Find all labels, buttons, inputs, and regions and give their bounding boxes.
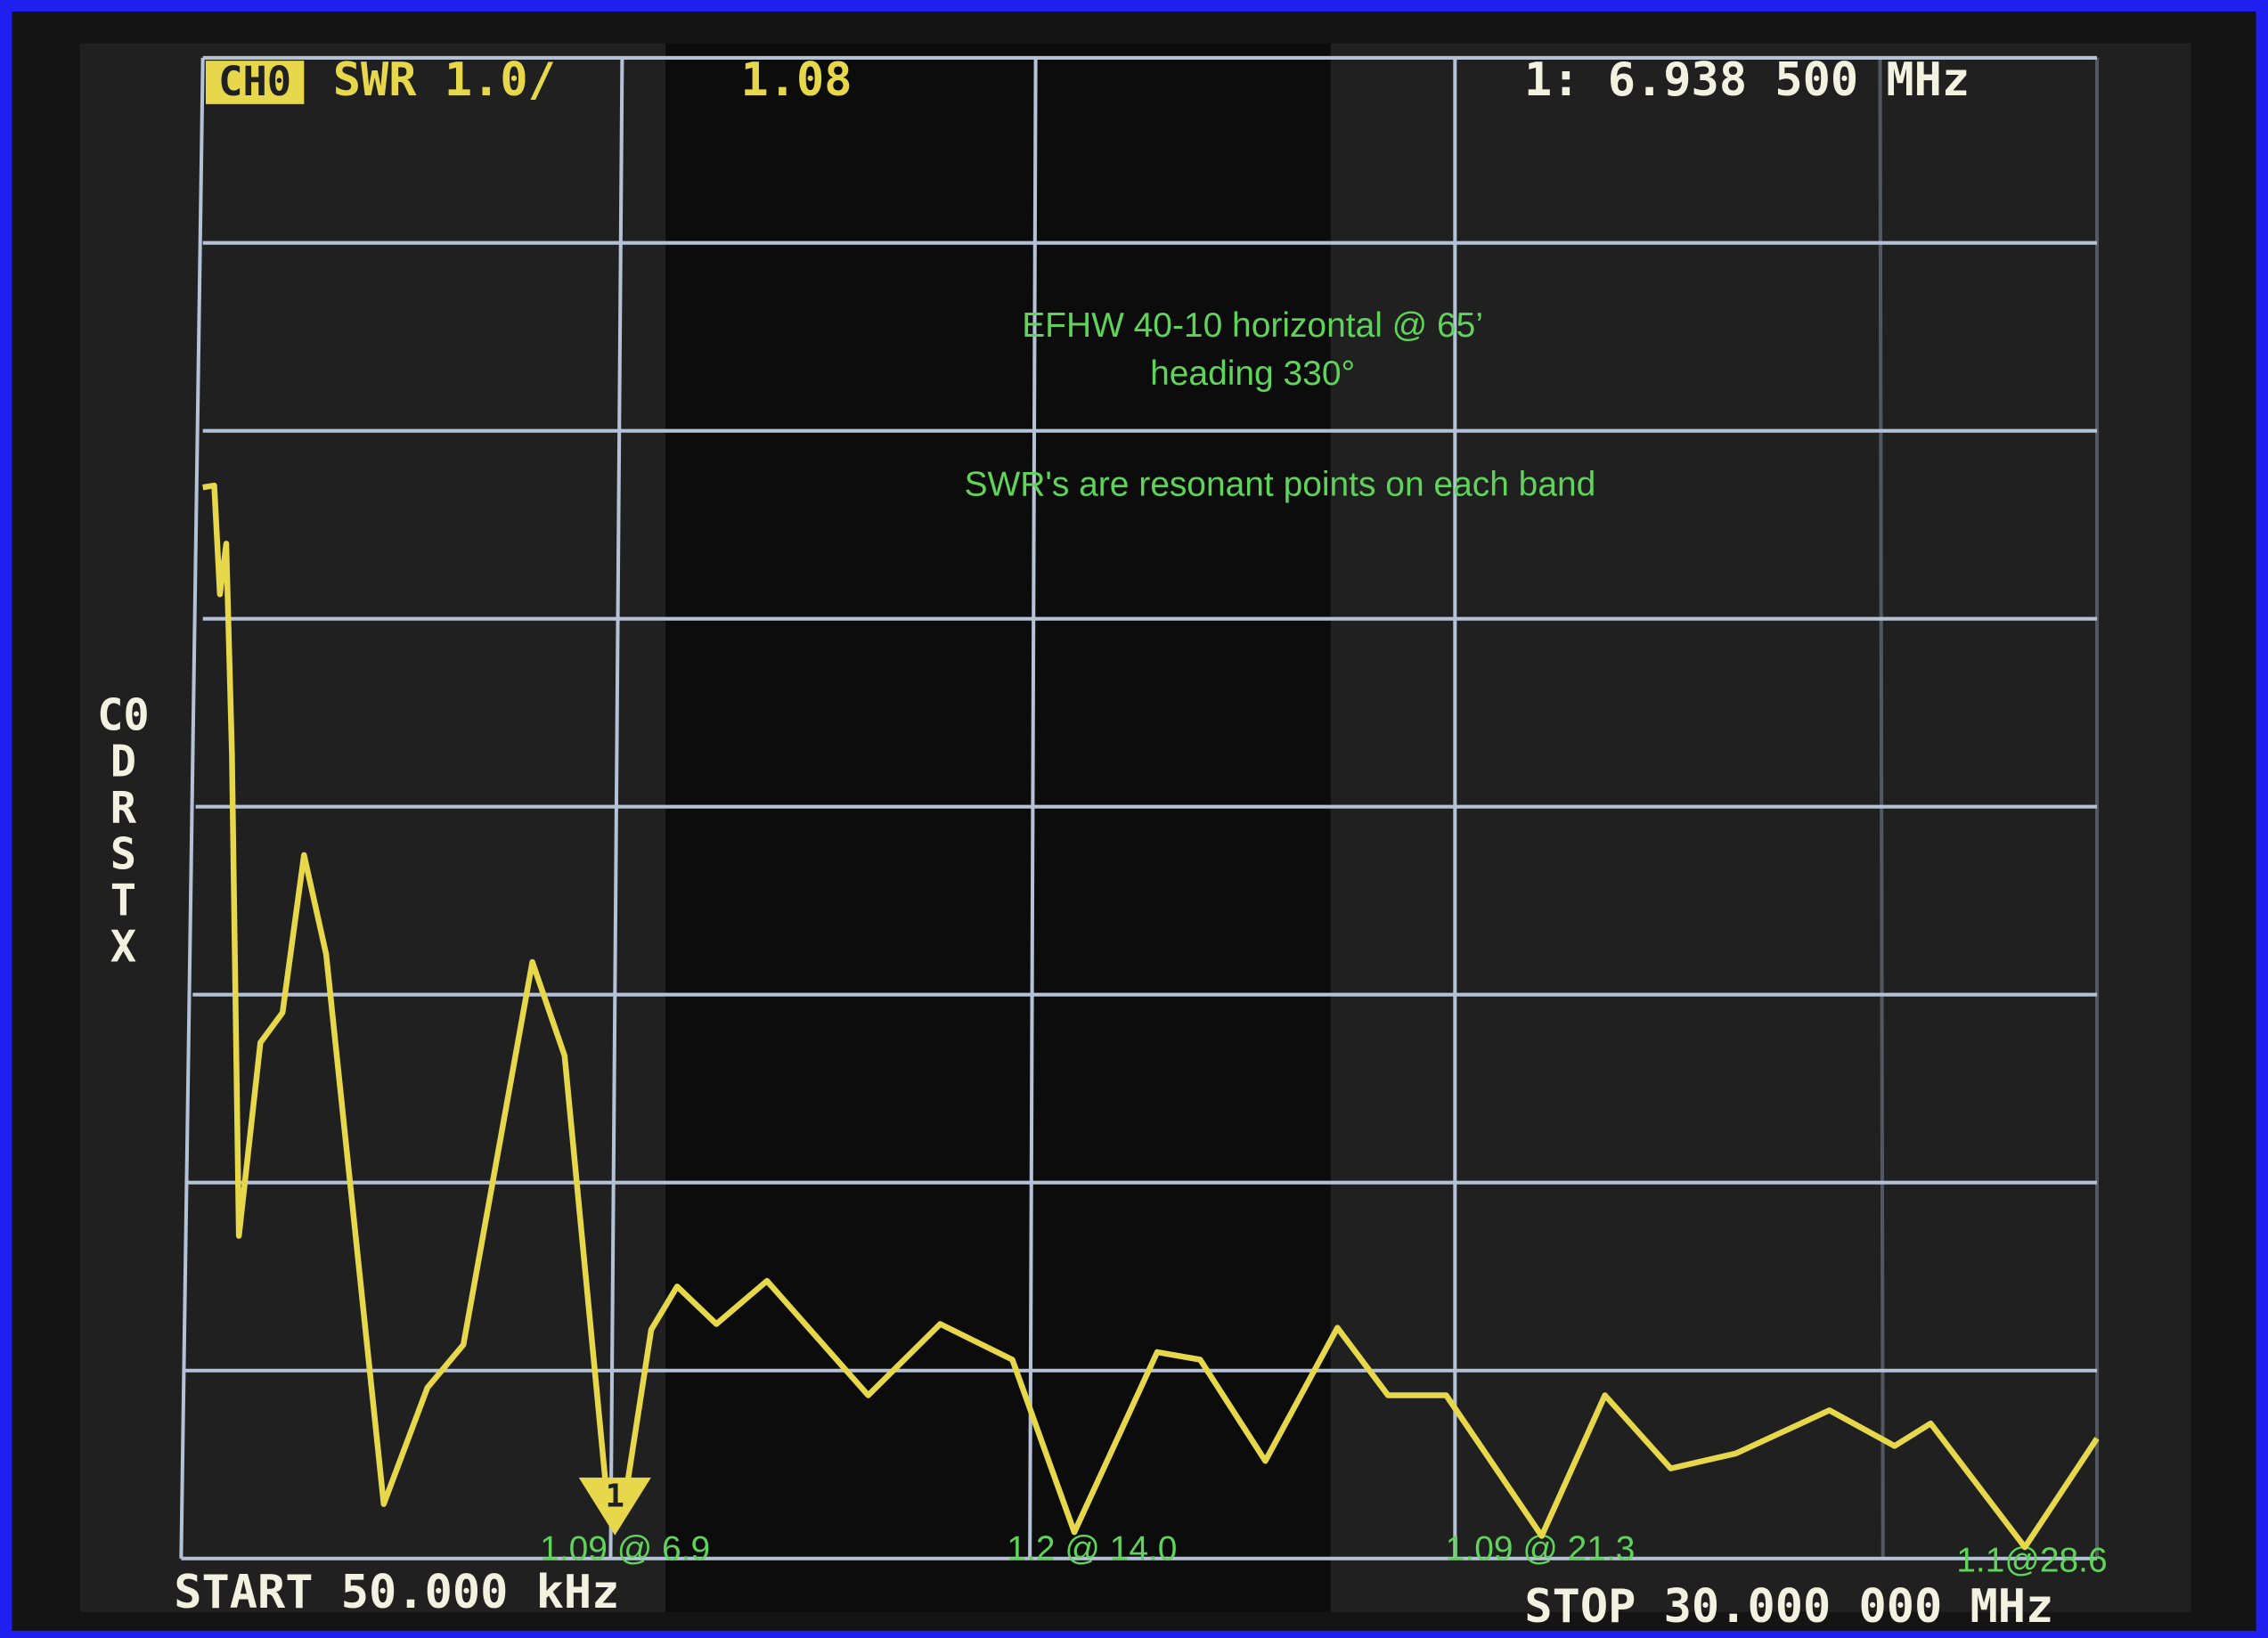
side-label: D [110, 738, 136, 787]
point-label: 1.2 @ 14.0 [1007, 1529, 1177, 1568]
shadow [665, 44, 1331, 1612]
side-label: R [110, 784, 137, 834]
marker-label: 1 [606, 1478, 625, 1514]
format: SWR 1.0/ [333, 53, 556, 107]
side-label: S [110, 829, 136, 879]
start-label: START 50.000 kHz [174, 1566, 619, 1619]
side-label: X [110, 922, 136, 972]
page: CH0 SWR 1.0/ 1.08 1: 6.938 500 MHz START… [0, 0, 2268, 1638]
point-label: 1.1@28.6 [1956, 1541, 2107, 1579]
side-label: C0 [97, 691, 150, 741]
annotation: SWR's are resonant points on each band [965, 466, 1596, 504]
point-label: 1.09 @ 6.9 [540, 1529, 710, 1568]
marker-readout: 1: 6.938 500 MHz [1524, 53, 1970, 107]
reading: 1.08 [741, 53, 853, 107]
side-label: T [110, 876, 136, 925]
channel: CH0 [218, 58, 291, 105]
stop-label: STOP 30.000 000 MHz [1524, 1580, 2053, 1634]
annotation: heading 330° [1150, 354, 1355, 393]
annotation: EFHW 40-10 horizontal @ 65’ [1022, 306, 1483, 345]
chart: CH0 SWR 1.0/ 1.08 1: 6.938 500 MHz START… [0, 0, 2268, 1638]
